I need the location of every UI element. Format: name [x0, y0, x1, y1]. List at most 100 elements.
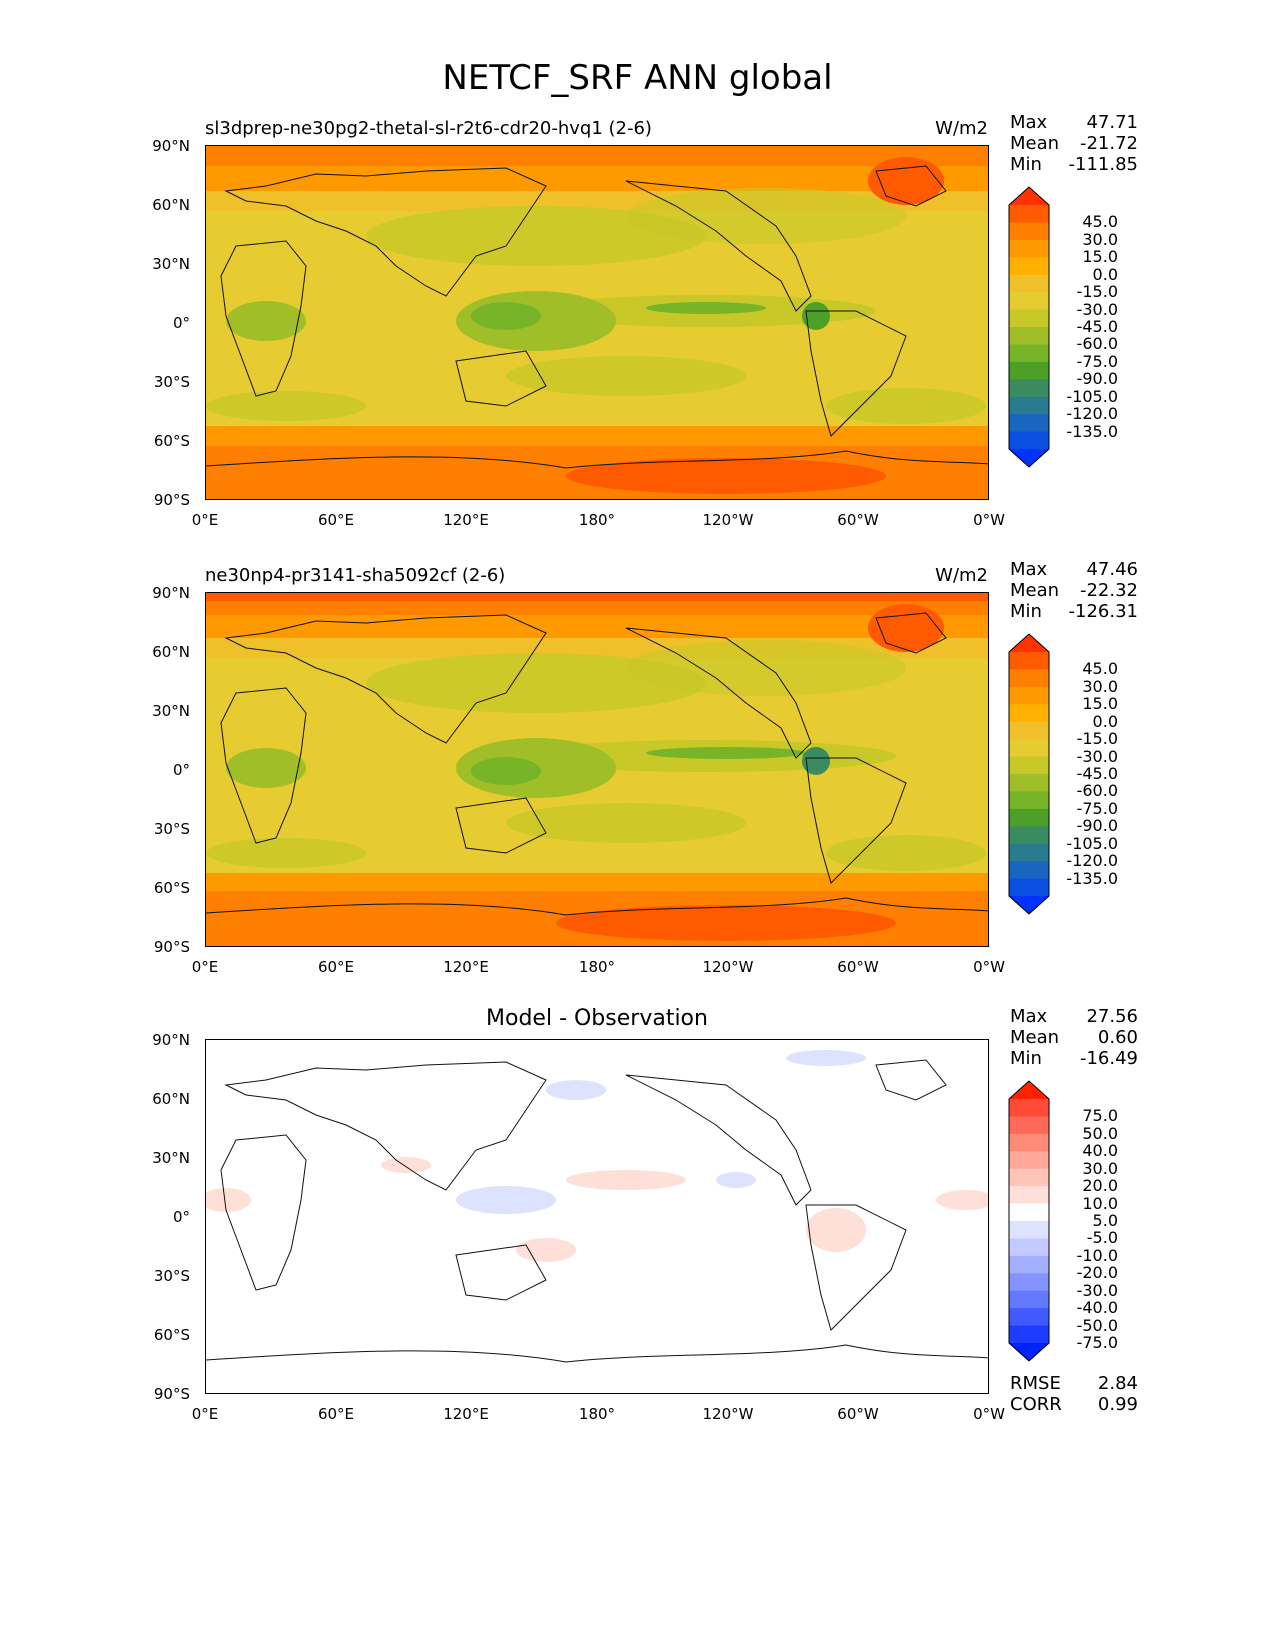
- ytick-label: 30°N: [152, 255, 190, 273]
- colorbar-bin: [1009, 1325, 1049, 1344]
- stat-mean-label: Mean: [1010, 580, 1060, 601]
- colorbar-tick-label: -90.0: [1076, 369, 1118, 389]
- colorbar-extend-min: [1009, 449, 1049, 467]
- stat-max-label: Max: [1010, 112, 1048, 133]
- stat-min: -16.49: [1079, 1048, 1138, 1069]
- colorbar-tick-label: -5.0: [1086, 1228, 1118, 1248]
- colorbar-bin: [1009, 274, 1049, 293]
- colorbar-tick-label: -20.0: [1076, 1263, 1118, 1283]
- stats-box: Max 47.46 Mean -22.32 Min -126.31: [1010, 559, 1138, 622]
- map-field: [206, 593, 988, 946]
- map-difference: [205, 1039, 989, 1394]
- ytick-label: 60°N: [152, 1090, 190, 1108]
- colorbar-tick-label: -40.0: [1076, 1298, 1118, 1318]
- panel-title: ne30np4-pr3141-sha5092cf (2-6): [205, 565, 506, 586]
- colorbar-tick-label: 5.0: [1092, 1211, 1118, 1230]
- stat-min: -126.31: [1068, 601, 1138, 622]
- colorbar-bin: [1009, 739, 1049, 758]
- colorbar-bin: [1009, 396, 1049, 415]
- stat-max-label: Max: [1010, 1006, 1048, 1027]
- units-label: W/m2: [935, 118, 988, 139]
- colorbar-extend-max: [1009, 634, 1049, 652]
- colorbar-bin: [1009, 1133, 1049, 1152]
- colorbar-tick-label: 15.0: [1082, 247, 1118, 267]
- rmse-value: 2.84: [1097, 1373, 1138, 1394]
- colorbar-extend-max: [1009, 187, 1049, 205]
- ytick-label: 90°N: [152, 584, 190, 602]
- colorbar-bin: [1009, 292, 1049, 311]
- colorbar-tick-label: -45.0: [1076, 764, 1118, 783]
- colorbar-tick-label: -15.0: [1076, 729, 1118, 749]
- ytick-label: 30°N: [152, 1149, 190, 1167]
- stat-min-label: Min: [1010, 154, 1042, 175]
- map-test: [205, 145, 989, 500]
- colorbar-bin: [1009, 826, 1049, 845]
- xtick-label: 60°E: [317, 958, 355, 976]
- colorbar-tick-label: -15.0: [1076, 282, 1118, 302]
- colorbar-tick-label: -135.0: [1066, 868, 1118, 888]
- colorbar-bin: [1009, 222, 1049, 241]
- colorbar-tick-label: 30.0: [1082, 676, 1118, 696]
- stat-min: -111.85: [1068, 154, 1138, 175]
- xtick-label: 0°W: [973, 1405, 1005, 1423]
- colorbar-tick-label: -105.0: [1066, 386, 1118, 406]
- colorbar-bin: [1009, 205, 1049, 223]
- colorbar-outline: [1008, 633, 1050, 915]
- xtick-label: 60°W: [837, 958, 879, 976]
- ytick-label: 90°S: [153, 938, 190, 956]
- stat-min-label: Min: [1010, 1048, 1042, 1069]
- colorbar-bin: [1009, 1238, 1049, 1257]
- stats-box: Max 47.71 Mean -21.72 Min -111.85: [1010, 112, 1138, 175]
- ytick-label: 90°S: [153, 491, 190, 509]
- colorbar-tick-label: 0.0: [1092, 711, 1118, 731]
- colorbar-bin: [1009, 1273, 1049, 1292]
- colorbar-extend-max: [1009, 1081, 1049, 1099]
- colorbar-bin: [1009, 861, 1049, 880]
- colorbar-tick-label: -120.0: [1066, 404, 1118, 424]
- stat-mean: 0.60: [1097, 1027, 1138, 1048]
- colorbar-tick-label: -60.0: [1076, 334, 1118, 354]
- corr-value: 0.99: [1097, 1394, 1138, 1415]
- colorbar-tick-label: 10.0: [1082, 1193, 1118, 1213]
- colorbar-bin: [1009, 1221, 1049, 1239]
- ytick-label: 0°: [172, 761, 190, 779]
- ytick-label: 30°S: [153, 373, 190, 391]
- colorbar-outline: [1008, 1080, 1050, 1362]
- colorbar-bin: [1009, 239, 1049, 258]
- ytick-label: 30°N: [152, 702, 190, 720]
- stat-min-label: Min: [1010, 601, 1042, 622]
- xtick-label: 60°W: [837, 1405, 879, 1423]
- colorbar-tick-label: -75.0: [1076, 351, 1118, 371]
- colorbar-bin: [1009, 1290, 1049, 1309]
- colorbar-outline: [1008, 186, 1050, 468]
- stat-mean: -22.32: [1079, 580, 1138, 601]
- colorbar-tick-label: 40.0: [1082, 1141, 1118, 1161]
- colorbar-bin: [1009, 309, 1049, 328]
- colorbar-bin: [1009, 1255, 1049, 1274]
- colorbar-extend-min: [1009, 896, 1049, 914]
- colorbar-tick-label: 75.0: [1082, 1106, 1118, 1126]
- stats-box: Max 27.56 Mean 0.60 Min -16.49: [1010, 1006, 1138, 1069]
- map-field: [206, 146, 988, 499]
- xtick-label: 120°E: [443, 958, 489, 976]
- colorbar-bin: [1009, 843, 1049, 862]
- xtick-label: 0°W: [973, 958, 1005, 976]
- colorbar-bin: [1009, 1151, 1049, 1170]
- stat-max: 47.46: [1086, 559, 1138, 580]
- colorbar-bin: [1009, 1308, 1049, 1327]
- map-reference: [205, 592, 989, 947]
- colorbar-tick-label: -75.0: [1076, 798, 1118, 818]
- stat-max: 47.71: [1086, 112, 1138, 133]
- colorbar-bin: [1009, 791, 1049, 810]
- ytick-label: 30°S: [153, 1267, 190, 1285]
- panel-title: sl3dprep-ne30pg2-thetal-sl-r2t6-cdr20-hv…: [205, 118, 652, 139]
- xtick-label: 180°: [578, 511, 616, 529]
- colorbar-tick-label: 50.0: [1082, 1123, 1118, 1143]
- colorbar-tick-label: 45.0: [1082, 212, 1118, 232]
- ytick-label: 60°S: [153, 1326, 190, 1344]
- colorbar-tick-label: -60.0: [1076, 781, 1118, 801]
- colorbar-bin: [1009, 361, 1049, 380]
- colorbar-bin: [1009, 878, 1049, 897]
- colorbar-tick-label: 15.0: [1082, 694, 1118, 714]
- ytick-label: 60°N: [152, 643, 190, 661]
